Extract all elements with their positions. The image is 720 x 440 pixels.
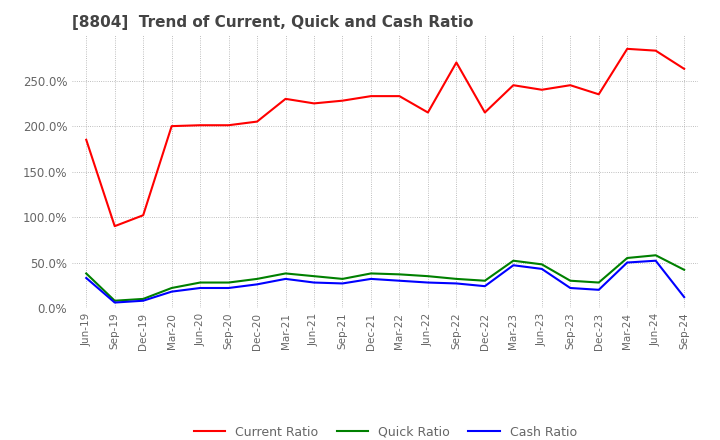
Current Ratio [282, 96, 290, 102]
Quick Ratio [82, 271, 91, 276]
Cash Ratio [480, 283, 489, 289]
Legend: Current Ratio, Quick Ratio, Cash Ratio: Current Ratio, Quick Ratio, Cash Ratio [189, 421, 582, 440]
Quick Ratio [452, 276, 461, 282]
Current Ratio [395, 93, 404, 99]
Current Ratio [537, 87, 546, 92]
Current Ratio [338, 98, 347, 103]
Cash Ratio [623, 260, 631, 265]
Quick Ratio [196, 280, 204, 285]
Quick Ratio [652, 253, 660, 258]
Quick Ratio [509, 258, 518, 264]
Cash Ratio [338, 281, 347, 286]
Current Ratio [452, 60, 461, 65]
Quick Ratio [225, 280, 233, 285]
Quick Ratio [623, 255, 631, 260]
Current Ratio [566, 83, 575, 88]
Current Ratio [652, 48, 660, 53]
Cash Ratio [253, 282, 261, 287]
Quick Ratio [110, 298, 119, 303]
Quick Ratio [366, 271, 375, 276]
Current Ratio [225, 123, 233, 128]
Current Ratio [423, 110, 432, 115]
Quick Ratio [595, 280, 603, 285]
Line: Current Ratio: Current Ratio [86, 49, 684, 226]
Line: Cash Ratio: Cash Ratio [86, 261, 684, 303]
Quick Ratio [537, 262, 546, 267]
Cash Ratio [167, 289, 176, 294]
Quick Ratio [480, 278, 489, 283]
Cash Ratio [139, 298, 148, 303]
Cash Ratio [566, 286, 575, 291]
Current Ratio [310, 101, 318, 106]
Cash Ratio [680, 294, 688, 300]
Quick Ratio [282, 271, 290, 276]
Current Ratio [196, 123, 204, 128]
Cash Ratio [310, 280, 318, 285]
Current Ratio [366, 93, 375, 99]
Cash Ratio [652, 258, 660, 264]
Quick Ratio [253, 276, 261, 282]
Current Ratio [253, 119, 261, 124]
Cash Ratio [225, 286, 233, 291]
Current Ratio [623, 46, 631, 51]
Cash Ratio [366, 276, 375, 282]
Quick Ratio [566, 278, 575, 283]
Quick Ratio [139, 296, 148, 301]
Quick Ratio [167, 286, 176, 291]
Current Ratio [167, 124, 176, 129]
Cash Ratio [595, 287, 603, 293]
Current Ratio [139, 213, 148, 218]
Cash Ratio [509, 263, 518, 268]
Line: Quick Ratio: Quick Ratio [86, 255, 684, 301]
Current Ratio [480, 110, 489, 115]
Cash Ratio [537, 266, 546, 271]
Cash Ratio [395, 278, 404, 283]
Cash Ratio [452, 281, 461, 286]
Current Ratio [595, 92, 603, 97]
Quick Ratio [310, 274, 318, 279]
Cash Ratio [196, 286, 204, 291]
Quick Ratio [395, 272, 404, 277]
Quick Ratio [680, 267, 688, 272]
Cash Ratio [282, 276, 290, 282]
Cash Ratio [423, 280, 432, 285]
Current Ratio [680, 66, 688, 71]
Cash Ratio [82, 275, 91, 281]
Current Ratio [82, 137, 91, 143]
Current Ratio [509, 83, 518, 88]
Cash Ratio [110, 300, 119, 305]
Quick Ratio [338, 276, 347, 282]
Current Ratio [110, 224, 119, 229]
Quick Ratio [423, 274, 432, 279]
Text: [8804]  Trend of Current, Quick and Cash Ratio: [8804] Trend of Current, Quick and Cash … [72, 15, 473, 30]
